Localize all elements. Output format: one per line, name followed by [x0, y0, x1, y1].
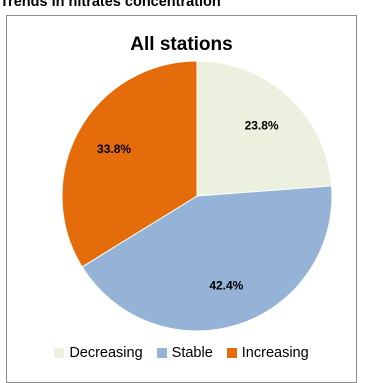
legend: Decreasing Stable Increasing — [7, 345, 356, 361]
legend-item-increasing: Increasing — [226, 345, 309, 361]
slice-label-increasing: 33.8% — [97, 142, 131, 156]
legend-swatch — [226, 348, 237, 358]
pie-slice-stable — [81, 185, 333, 332]
legend-label: Stable — [171, 345, 213, 361]
chart-title: All stations — [130, 34, 233, 55]
legend-swatch — [156, 348, 167, 358]
legend-label: Increasing — [241, 345, 309, 361]
legend-swatch — [54, 348, 65, 358]
pie-slice-increasing — [61, 60, 198, 268]
chart-frame: All stations 23.8% 42.4% 33.8% Decreasing S… — [6, 15, 357, 383]
legend-label: Decreasing — [69, 345, 143, 361]
pie-chart: 23.8% 42.4% 33.8% — [61, 60, 333, 332]
page-heading: Trends in nitrates concentration — [0, 0, 221, 10]
slice-label-stable: 42.4% — [209, 279, 243, 293]
pie-slice-decreasing — [196, 60, 333, 197]
slice-label-decreasing: 23.8% — [245, 119, 279, 133]
legend-item-stable: Stable — [156, 345, 213, 361]
legend-item-decreasing: Decreasing — [54, 345, 143, 361]
